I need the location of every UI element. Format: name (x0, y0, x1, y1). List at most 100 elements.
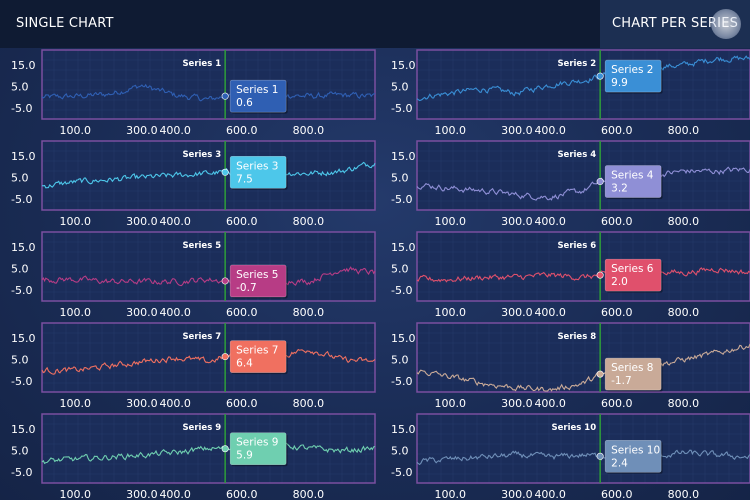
tooltip-series-name: Series 10 (611, 444, 660, 456)
x-tick-label: 100.0 (60, 124, 92, 137)
x-tick-label: 800.0 (293, 306, 325, 319)
x-tick-label: 300.0 (126, 488, 158, 500)
series-label: Series 5 (182, 241, 221, 251)
cursor-marker (596, 370, 604, 378)
tooltip: Series 29.9 (604, 59, 663, 94)
tooltip: Series 5-0.7 (229, 264, 288, 299)
series-line (41, 348, 376, 375)
tooltip-series-name: Series 2 (611, 64, 653, 76)
y-tick-label: 5.0 (391, 354, 409, 367)
x-tick-label: 600.0 (601, 397, 633, 410)
series-label: Series 3 (182, 150, 221, 160)
x-tick-label: 100.0 (435, 397, 467, 410)
series-chart-8: 15.0 5.0 -5.0 100.0 300.0 400.0 600.0 800.0 Seri… (391, 322, 750, 410)
x-tick-label: 400.0 (159, 397, 191, 410)
tooltip-series-name: Series 6 (611, 263, 654, 275)
x-tick-label: 100.0 (60, 488, 92, 500)
grid-lines (416, 140, 750, 210)
tooltip: Series 10.6 (229, 79, 288, 114)
tab-bar: SINGLE CHART CHART PER SERIES (0, 0, 750, 48)
series-label: Series 9 (182, 423, 221, 433)
plot-area (42, 323, 375, 392)
plot-border (41, 140, 376, 211)
y-tick-label: -5.0 (391, 102, 412, 115)
x-tick-label: 300.0 (501, 306, 533, 319)
x-tick-label: 100.0 (60, 306, 92, 319)
tooltip-series-name: Series 5 (236, 269, 278, 281)
series-line (41, 441, 376, 465)
series-chart-1: 15.0 5.0 -5.0 100.0 300.0 400.0 600.0 800.0 Seri… (11, 49, 376, 137)
y-tick-label: 15.0 (11, 59, 36, 72)
x-tick-label: 600.0 (601, 124, 633, 137)
x-tick-label: 400.0 (159, 488, 191, 500)
x-tick-label: 400.0 (159, 124, 191, 137)
x-tick-label: 600.0 (226, 215, 258, 228)
x-tick-label: 400.0 (534, 306, 566, 319)
x-tick-label: 800.0 (668, 215, 700, 228)
x-tick-label: 600.0 (226, 306, 258, 319)
x-tick-label: 300.0 (126, 124, 158, 137)
y-tick-label: 15.0 (11, 150, 36, 163)
plot-border (41, 231, 376, 302)
y-tick-label: 15.0 (391, 332, 416, 345)
y-tick-label: -5.0 (11, 375, 32, 388)
y-tick-label: -5.0 (11, 284, 32, 297)
x-tick-label: 300.0 (501, 124, 533, 137)
plot-area (42, 232, 375, 301)
tooltip-series-name: Series 7 (236, 345, 278, 357)
series-line (416, 55, 750, 102)
ripple-indicator (711, 9, 741, 39)
tooltip-value: 2.0 (611, 276, 628, 288)
series-chart-2: 15.0 5.0 -5.0 100.0 300.0 400.0 600.0 800.0 Seri… (391, 49, 750, 137)
cursor-marker (221, 353, 229, 361)
y-tick-label: -5.0 (391, 375, 412, 388)
tooltip: Series 95.9 (229, 432, 288, 467)
x-tick-label: 400.0 (534, 397, 566, 410)
series-chart-10: 15.0 5.0 -5.0 100.0 300.0 400.0 600.0 800.0 Seri… (391, 413, 750, 500)
tooltip-series-name: Series 9 (236, 437, 278, 449)
cursor-marker (596, 178, 604, 186)
x-tick-label: 300.0 (126, 397, 158, 410)
tooltip-series-name: Series 1 (236, 84, 278, 96)
plot-border (416, 140, 750, 211)
x-tick-label: 600.0 (601, 488, 633, 500)
y-tick-label: 5.0 (11, 172, 29, 185)
y-tick-label: 5.0 (391, 263, 409, 276)
cursor-marker (221, 277, 229, 285)
series-line (416, 343, 750, 392)
plot-border (41, 413, 376, 484)
y-tick-label: 15.0 (11, 241, 36, 254)
x-tick-label: 800.0 (668, 306, 700, 319)
plot-border (41, 322, 376, 393)
series-line (41, 83, 376, 102)
tooltip-series-name: Series 8 (611, 362, 653, 374)
y-tick-label: 5.0 (11, 445, 29, 458)
x-tick-label: 600.0 (601, 215, 633, 228)
cursor-marker (221, 168, 229, 176)
x-tick-label: 400.0 (534, 488, 566, 500)
tooltip: Series 37.5 (229, 155, 288, 190)
series-label: Series 7 (182, 332, 221, 342)
x-tick-label: 100.0 (435, 488, 467, 500)
series-line (41, 161, 376, 189)
x-tick-label: 300.0 (501, 488, 533, 500)
series-label: Series 4 (557, 150, 596, 160)
plot-area (42, 414, 375, 483)
x-tick-label: 300.0 (501, 215, 533, 228)
tab-single-chart[interactable]: SINGLE CHART (0, 0, 600, 48)
tooltip: Series 76.4 (229, 340, 288, 375)
x-tick-label: 800.0 (293, 124, 325, 137)
x-tick-label: 300.0 (501, 397, 533, 410)
tooltip-series-name: Series 3 (236, 160, 278, 172)
plot-area (417, 232, 750, 301)
x-tick-label: 400.0 (534, 215, 566, 228)
x-tick-label: 100.0 (435, 124, 467, 137)
x-tick-label: 800.0 (293, 215, 325, 228)
y-tick-label: 15.0 (11, 332, 36, 345)
grid-lines (416, 322, 750, 392)
x-tick-label: 400.0 (534, 124, 566, 137)
y-tick-label: 15.0 (391, 423, 416, 436)
tooltip-value: -0.7 (236, 282, 257, 294)
plot-border (416, 413, 750, 484)
